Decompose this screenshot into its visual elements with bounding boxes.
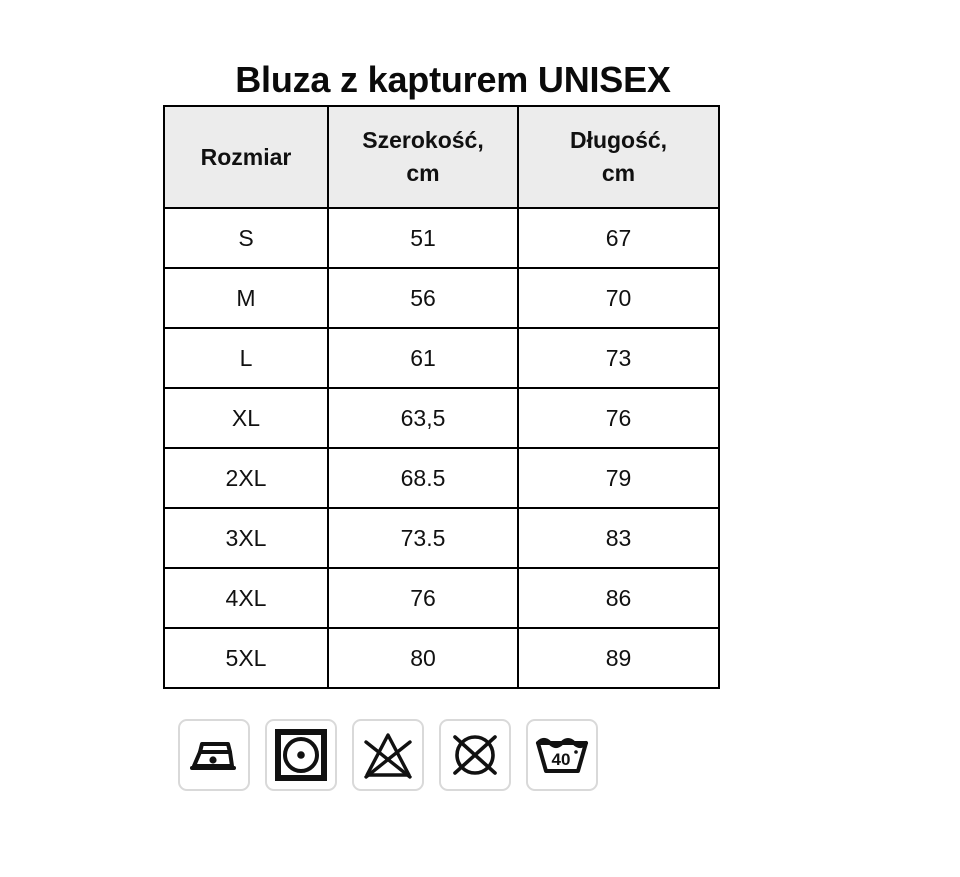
- cell-size: M: [163, 267, 329, 329]
- table-header-row: Rozmiar Szerokość, cm Długość, cm: [163, 105, 720, 209]
- cell-width: 68.5: [327, 447, 519, 509]
- cell-width: 51: [327, 207, 519, 269]
- cell-length: 83: [517, 507, 720, 569]
- column-header-length-line1: Długość,: [569, 127, 668, 153]
- column-header-width-line1: Szerokość,: [362, 127, 484, 153]
- care-symbol-wash-40: 40: [526, 719, 598, 791]
- table-row: 4XL 76 86: [163, 567, 720, 629]
- care-symbol-tumble-dry: [265, 719, 337, 791]
- cell-length: 76: [517, 387, 720, 449]
- care-symbols-row: 40: [178, 719, 598, 791]
- table-row: 2XL 68.5 79: [163, 447, 720, 509]
- cell-length: 89: [517, 627, 720, 689]
- cell-length: 70: [517, 267, 720, 329]
- cell-width: 76: [327, 567, 519, 629]
- cell-size: 2XL: [163, 447, 329, 509]
- cell-size: 3XL: [163, 507, 329, 569]
- cell-width: 56: [327, 267, 519, 329]
- cell-size: L: [163, 327, 329, 389]
- care-symbol-do-not-bleach: [352, 719, 424, 791]
- table-row: 3XL 73.5 83: [163, 507, 720, 569]
- wash-temperature-label: 40: [552, 750, 571, 769]
- table-row: XL 63,5 76: [163, 387, 720, 449]
- page-title: Bluza z kapturem UNISEX: [235, 59, 671, 100]
- cell-width: 63,5: [327, 387, 519, 449]
- cell-size: 5XL: [163, 627, 329, 689]
- tumble-dry-low-icon: [275, 729, 327, 781]
- cell-width: 80: [327, 627, 519, 689]
- cell-size: S: [163, 207, 329, 269]
- table-header: Rozmiar Szerokość, cm Długość, cm: [163, 105, 720, 209]
- table-row: 5XL 80 89: [163, 627, 720, 689]
- table-row: L 61 73: [163, 327, 720, 389]
- care-symbol-do-not-dry-clean: [439, 719, 511, 791]
- cell-length: 67: [517, 207, 720, 269]
- cell-length: 73: [517, 327, 720, 389]
- table-row: S 51 67: [163, 207, 720, 269]
- cell-size: 4XL: [163, 567, 329, 629]
- table-body: S 51 67 M 56 70 L 61 73 XL 63,5 76 2XL 6: [163, 207, 720, 689]
- column-header-width-line2: cm: [406, 160, 440, 186]
- column-header-width: Szerokość, cm: [327, 105, 519, 209]
- do-not-bleach-icon: [362, 730, 414, 780]
- iron-low-heat-icon: [186, 734, 242, 776]
- wash-40-icon: 40: [534, 733, 590, 777]
- care-symbol-iron: [178, 719, 250, 791]
- cell-length: 79: [517, 447, 720, 509]
- cell-width: 61: [327, 327, 519, 389]
- column-header-size-line1: Rozmiar: [200, 143, 292, 170]
- cell-width: 73.5: [327, 507, 519, 569]
- cell-length: 86: [517, 567, 720, 629]
- do-not-dry-clean-icon: [449, 729, 501, 781]
- column-header-length: Długość, cm: [517, 105, 720, 209]
- size-table: Rozmiar Szerokość, cm Długość, cm S 51 6…: [163, 105, 720, 689]
- table-row: M 56 70: [163, 267, 720, 329]
- column-header-size: Rozmiar: [163, 105, 329, 209]
- column-header-length-line2: cm: [601, 160, 636, 186]
- cell-size: XL: [163, 387, 329, 449]
